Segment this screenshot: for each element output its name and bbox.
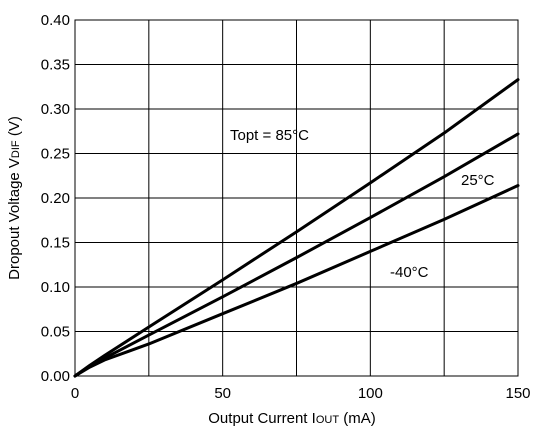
series-lines — [73, 78, 520, 378]
series-line-2 — [73, 184, 520, 378]
annotation-25c: 25°C — [461, 172, 495, 189]
x-ticks: 0 50 100 150 — [71, 385, 531, 402]
y-tick-label: 0.00 — [41, 368, 70, 385]
grid — [75, 20, 518, 376]
y-tick-label: 0.35 — [41, 57, 70, 74]
y-ticks: 0.00 0.05 0.10 0.15 0.20 0.25 0.30 0.35 0.40 — [41, 12, 70, 385]
y-axis-label-sub: DIF — [10, 140, 22, 158]
y-tick-label: 0.10 — [41, 279, 70, 296]
x-axis-label: Output Current IOUT (mA) — [208, 410, 375, 427]
annotation-minus-40c: -40°C — [390, 264, 429, 281]
y-axis-label-main: Dropout Voltage V — [6, 158, 23, 280]
y-tick-label: 0.05 — [41, 324, 70, 341]
y-tick-label: 0.25 — [41, 146, 70, 163]
y-tick-label: 0.15 — [41, 235, 70, 252]
y-tick-label: 0.30 — [41, 101, 70, 118]
y-axis-label-unit: (V) — [6, 116, 23, 140]
plot-border — [74, 19, 519, 377]
y-axis-label: Dropout Voltage VDIF (V) — [6, 116, 23, 280]
y-tick-label: 0.20 — [41, 190, 70, 207]
annotation-topt-85c: Topt = 85°C — [230, 127, 309, 144]
x-axis-label-unit: (mA) — [339, 410, 376, 427]
x-axis-label-sub: OUT — [316, 414, 340, 426]
x-tick-label: 150 — [505, 385, 530, 402]
y-tick-label: 0.40 — [41, 12, 70, 29]
x-tick-label: 50 — [214, 385, 231, 402]
x-tick-label: 100 — [358, 385, 383, 402]
x-tick-label: 0 — [71, 385, 79, 402]
x-axis-label-main: Output Current I — [208, 410, 316, 427]
